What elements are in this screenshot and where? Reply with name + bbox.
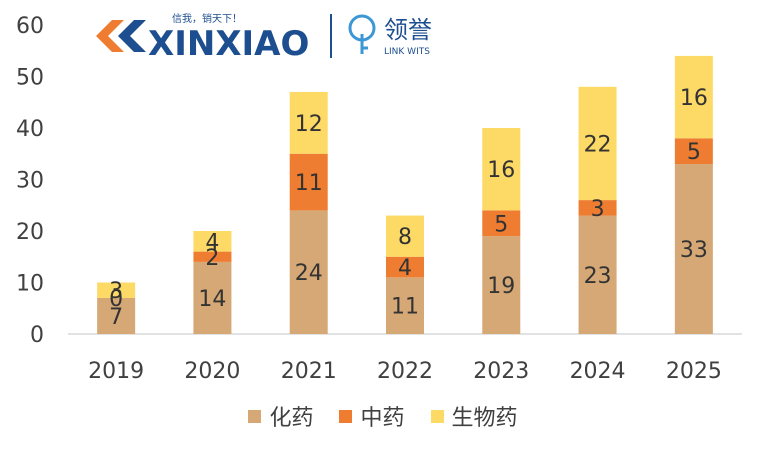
x-tick-label: 2022 bbox=[377, 359, 433, 384]
bar-segment-chemical bbox=[289, 210, 328, 334]
data-label-tcm: 11 bbox=[295, 171, 323, 196]
x-tick-label: 2024 bbox=[570, 359, 626, 384]
data-label-chemical: 24 bbox=[295, 261, 323, 286]
data-label-tcm: 2 bbox=[205, 246, 219, 271]
bar-segment-chemical bbox=[482, 236, 521, 334]
bar-segment-chemical bbox=[97, 297, 136, 334]
data-label-bio: 22 bbox=[584, 132, 612, 157]
data-label-bio: 16 bbox=[487, 158, 515, 183]
data-label-chemical: 14 bbox=[198, 287, 226, 312]
bar-segment-chemical bbox=[193, 261, 232, 334]
legend-label-chemical: 化药 bbox=[269, 406, 314, 431]
data-label-tcm: 5 bbox=[494, 212, 508, 237]
linkwits-brand-cn: 领誉 bbox=[384, 16, 432, 44]
bar-segment-bio bbox=[97, 282, 136, 298]
bar-segment-chemical bbox=[386, 277, 424, 334]
legend: 化药 中药 生物药 bbox=[0, 400, 766, 432]
data-label-chemical: 7 bbox=[109, 305, 123, 330]
y-tick-label: 40 bbox=[16, 117, 44, 142]
data-label-tcm: 5 bbox=[687, 140, 701, 165]
y-tick-label: 30 bbox=[16, 169, 44, 194]
bar-segment-chemical bbox=[578, 215, 617, 334]
bar-segment-chemical bbox=[674, 164, 713, 334]
linkwits-brand-en: LINK WITS bbox=[384, 47, 430, 57]
bar-segment-bio bbox=[578, 86, 617, 201]
data-label-chemical: 19 bbox=[487, 274, 515, 299]
data-label-bio: 16 bbox=[680, 86, 708, 111]
bar-segment-tcm bbox=[289, 153, 328, 211]
data-label-tcm: 4 bbox=[398, 256, 412, 281]
y-tick-label: 50 bbox=[16, 66, 44, 91]
data-label-bio: 8 bbox=[398, 225, 412, 250]
legend-item-chemical: 化药 bbox=[248, 400, 313, 432]
xinxiao-brand-text: XINXIAO bbox=[148, 24, 309, 64]
legend-swatch-bio bbox=[430, 409, 444, 423]
y-tick-label: 0 bbox=[30, 323, 44, 348]
x-tick-label: 2020 bbox=[184, 359, 240, 384]
data-label-tcm: 0 bbox=[109, 287, 123, 312]
x-tick-label: 2019 bbox=[88, 359, 144, 384]
x-axis: 2019 2020 2021 2022 2023 2024 2025 bbox=[88, 359, 722, 384]
legend-item-bio: 生物药 bbox=[430, 400, 518, 432]
x-tick-label: 2025 bbox=[666, 359, 722, 384]
legend-label-tcm: 中药 bbox=[360, 406, 405, 431]
bar-segment-tcm bbox=[386, 256, 424, 278]
bar-segment-tcm bbox=[193, 251, 232, 262]
data-label-tcm: 3 bbox=[591, 197, 605, 222]
x-tick-label: 2021 bbox=[281, 359, 337, 384]
bar-segment-tcm bbox=[578, 200, 617, 216]
legend-swatch-tcm bbox=[339, 409, 353, 423]
data-label-bio: 4 bbox=[205, 230, 219, 255]
data-label-chemical: 23 bbox=[584, 264, 612, 289]
legend-swatch-chemical bbox=[248, 409, 262, 423]
linkwits-logo: 领誉 LINK WITS bbox=[348, 14, 432, 57]
y-tick-label: 20 bbox=[16, 220, 44, 245]
bar-segment-bio bbox=[289, 91, 328, 154]
y-tick-label: 10 bbox=[16, 272, 44, 297]
y-tick-label: 60 bbox=[16, 14, 44, 39]
y-axis: 0 10 20 30 40 50 60 bbox=[16, 14, 44, 348]
bar-segment-bio bbox=[386, 215, 424, 257]
bar-segment-tcm bbox=[482, 210, 521, 237]
data-label-chemical: 11 bbox=[391, 295, 419, 320]
data-label-bio: 12 bbox=[295, 112, 323, 137]
x-tick-label: 2023 bbox=[473, 359, 529, 384]
bar-segment-bio bbox=[482, 128, 521, 211]
data-label-bio: 3 bbox=[109, 279, 123, 304]
bar-segment-tcm bbox=[674, 138, 713, 165]
xinxiao-slogan: 信我，销天下！ bbox=[172, 12, 242, 25]
xinxiao-logo: XINXIAO 信我，销天下！ bbox=[96, 12, 309, 64]
linkwits-mark-icon bbox=[348, 14, 376, 54]
data-label-chemical: 33 bbox=[680, 238, 708, 263]
legend-item-tcm: 中药 bbox=[339, 400, 405, 432]
bar-segment-bio bbox=[193, 231, 232, 252]
legend-label-bio: 生物药 bbox=[451, 406, 518, 431]
bar-segment-bio bbox=[674, 55, 713, 139]
